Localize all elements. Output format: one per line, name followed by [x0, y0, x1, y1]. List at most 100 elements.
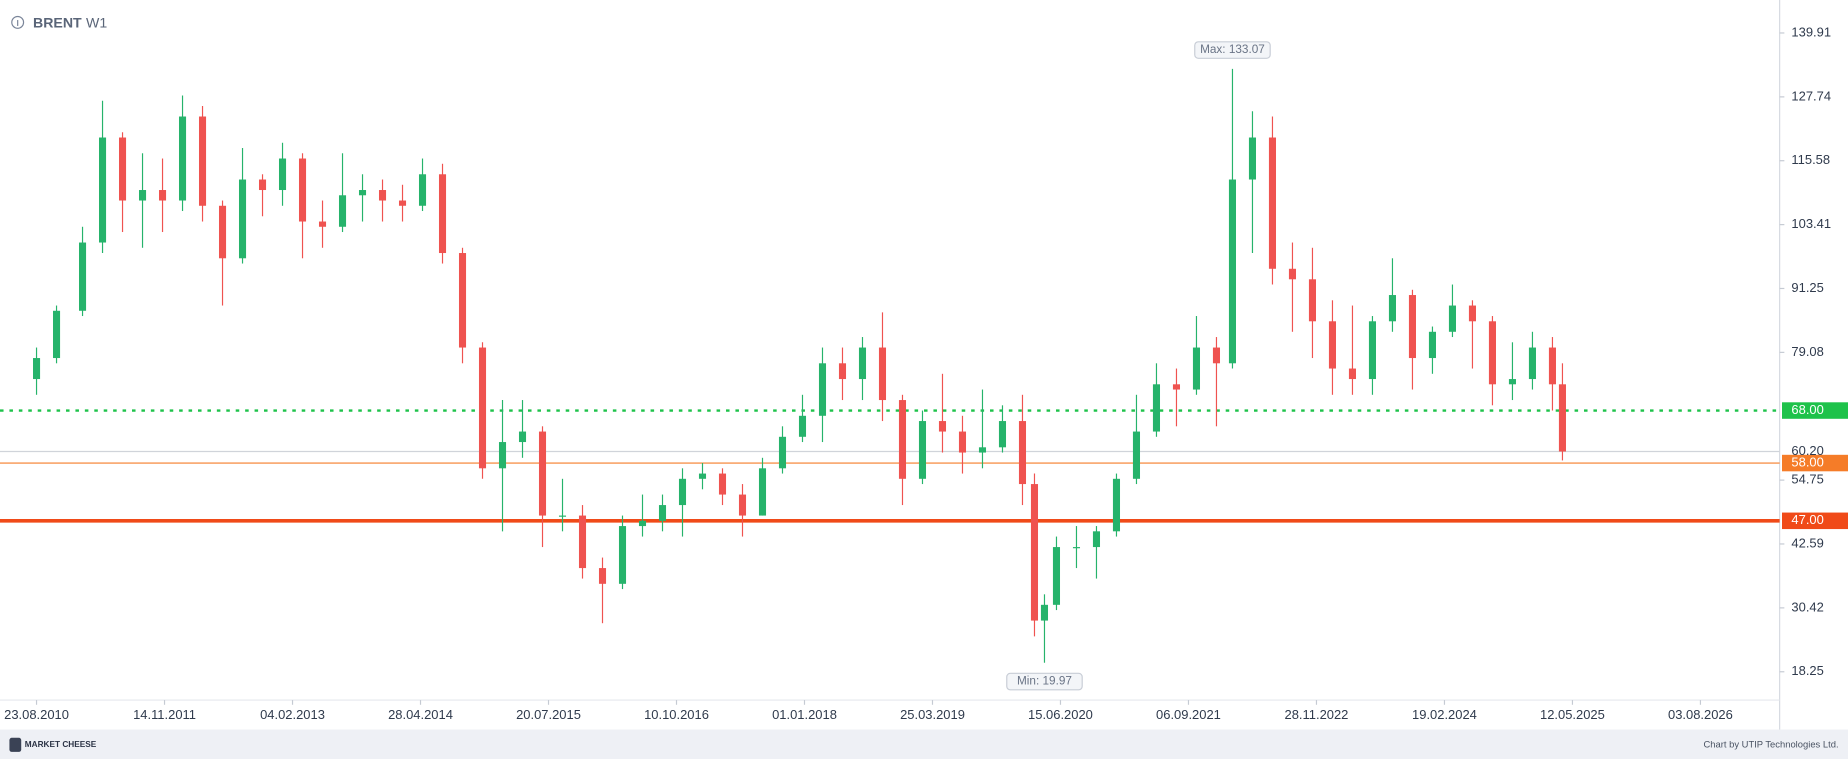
x-tick-label: 28.11.2022 [1285, 707, 1349, 722]
candle [1508, 342, 1516, 401]
candle [298, 153, 307, 259]
candle [1558, 363, 1566, 461]
candle [158, 158, 167, 233]
candle-body [598, 568, 607, 584]
candle [1072, 526, 1081, 569]
candle-body [198, 116, 207, 206]
candle [758, 457, 767, 516]
candle [318, 200, 327, 248]
x-tick-label: 01.01.2018 [772, 707, 837, 722]
candle-body [158, 190, 167, 201]
candle [1528, 331, 1536, 390]
logo-icon [9, 737, 22, 752]
candle-body [298, 158, 307, 222]
info-icon[interactable] [11, 15, 25, 29]
candle-body [578, 515, 587, 569]
candle-body [558, 515, 567, 517]
candle [1172, 368, 1181, 427]
candle-body [1288, 268, 1297, 280]
candle [178, 95, 187, 212]
candle [718, 468, 727, 506]
candle-body [1248, 137, 1257, 180]
candle [418, 158, 427, 212]
candle [958, 415, 967, 474]
candle-body [78, 242, 87, 311]
candle [118, 132, 127, 233]
candle [1348, 305, 1356, 395]
candle [1428, 326, 1436, 374]
candle [1368, 316, 1376, 395]
candle [52, 305, 61, 364]
candle-body [1368, 321, 1376, 380]
candle [218, 200, 227, 306]
candle-body [738, 494, 747, 516]
candle [818, 347, 827, 443]
candle [658, 494, 667, 532]
candle-body [1388, 295, 1396, 322]
y-tick-label: 79.08 [1791, 344, 1823, 359]
candle [1112, 473, 1121, 537]
y-tick-label: 30.42 [1791, 599, 1823, 614]
candle [1548, 337, 1556, 411]
candle-body [1212, 347, 1221, 364]
candle-body [998, 421, 1007, 448]
level-label: 58.00 [1791, 454, 1823, 469]
candle [1288, 242, 1297, 332]
y-tick-label: 42.59 [1791, 535, 1823, 550]
candle-body [278, 158, 287, 191]
candle [1448, 284, 1456, 338]
candle-body [138, 190, 147, 201]
symbol: BRENT [33, 14, 82, 30]
candle [678, 468, 687, 537]
candle [238, 148, 247, 264]
candle-body [938, 421, 947, 432]
candle-body [1308, 279, 1317, 322]
x-tick-label: 25.03.2019 [900, 707, 965, 722]
y-tick-label: 115.58 [1791, 152, 1830, 167]
y-tick-label: 139.91 [1791, 24, 1831, 39]
annotation-box [1194, 41, 1271, 59]
candle [1052, 536, 1061, 611]
y-tick-label: 18.25 [1791, 663, 1823, 678]
candle-body [478, 347, 487, 469]
candle [1228, 68, 1237, 369]
annotation-label: Max: 133.07 [1200, 43, 1265, 56]
candle-body [898, 400, 907, 479]
candle [358, 174, 367, 222]
candle-body [1092, 531, 1101, 548]
candle-body [1558, 384, 1566, 452]
x-tick-label: 19.02.2024 [1412, 707, 1477, 722]
candle-body [1030, 484, 1039, 621]
candle-body [1072, 547, 1081, 549]
candle [1408, 289, 1416, 390]
level-label-box [1782, 454, 1848, 472]
candle-body [658, 505, 667, 521]
candle [458, 247, 467, 364]
candle [1488, 316, 1496, 406]
candle [618, 515, 627, 590]
candle-body [718, 473, 727, 495]
candle [198, 106, 207, 222]
candle [1248, 111, 1257, 254]
candle [98, 100, 107, 254]
candle [438, 163, 447, 264]
candle-body [1268, 137, 1277, 269]
candle-body [178, 116, 187, 201]
candle [1152, 363, 1161, 437]
x-tick-label: 20.07.2015 [516, 707, 581, 722]
candle-body [978, 447, 987, 453]
candle [918, 410, 927, 485]
candle-body [1172, 384, 1181, 390]
candle [478, 342, 487, 479]
candle [1040, 594, 1049, 663]
candle-body [1228, 179, 1237, 364]
candle [578, 505, 587, 579]
level-label: 47.00 [1791, 512, 1823, 527]
logo: MARKET CHEESE [25, 740, 97, 749]
candle-body [498, 442, 507, 469]
candle [598, 557, 607, 624]
x-tick-label: 06.09.2021 [1156, 707, 1221, 722]
candle-body [518, 431, 527, 443]
candle [778, 426, 787, 474]
